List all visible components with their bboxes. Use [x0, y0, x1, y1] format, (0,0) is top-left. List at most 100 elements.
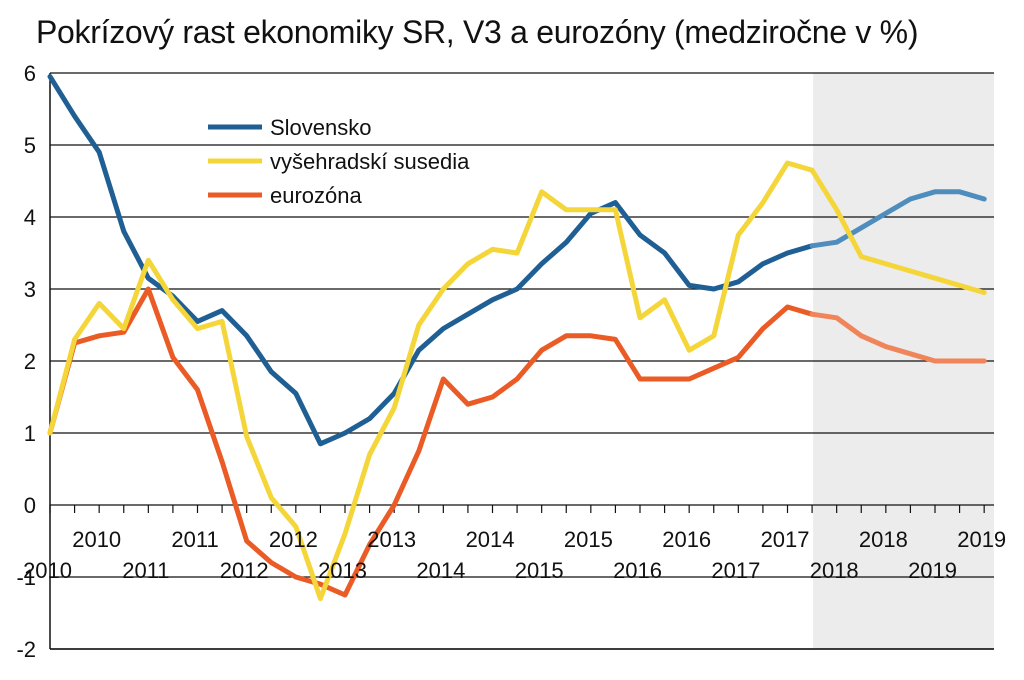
data-point — [416, 348, 421, 353]
data-point — [637, 232, 643, 238]
data-point — [932, 358, 938, 364]
data-point — [883, 344, 889, 349]
x-tick-label-upper: 2014 — [466, 527, 515, 552]
y-tick-label: 0 — [24, 493, 36, 518]
data-point — [981, 290, 987, 295]
data-point — [47, 430, 53, 436]
data-point — [736, 279, 741, 284]
y-tick-label: 6 — [24, 61, 36, 86]
data-point — [613, 207, 618, 212]
data-point — [465, 261, 471, 266]
data-point — [465, 312, 471, 317]
data-point — [391, 391, 397, 396]
data-point — [293, 524, 299, 529]
data-point — [121, 229, 126, 234]
chart-title: Pokrízový rast ekonomiky SR, V3 a eurozó… — [36, 14, 919, 50]
data-point — [514, 250, 520, 256]
x-tick-label-upper: 2019 — [957, 527, 1006, 552]
data-point — [711, 333, 716, 338]
data-point — [785, 160, 790, 166]
x-tick-label-upper: 2017 — [761, 527, 810, 552]
data-point — [809, 312, 815, 317]
data-point — [809, 243, 815, 248]
data-point — [195, 387, 200, 392]
x-tick-label-upper: 2016 — [662, 527, 711, 552]
x-tick-label-upper: 2018 — [859, 527, 908, 552]
data-point — [490, 247, 495, 252]
data-point — [146, 276, 151, 281]
data-point — [490, 297, 495, 302]
data-point — [834, 240, 839, 245]
data-point — [96, 333, 102, 338]
data-point — [883, 261, 889, 266]
x-tick-label-upper: 2015 — [564, 527, 613, 552]
data-point — [293, 574, 299, 580]
series-forecast-line-1 — [809, 167, 987, 296]
y-tick-label: 2 — [24, 349, 36, 374]
data-point — [170, 297, 176, 302]
data-point — [219, 459, 225, 464]
data-point — [981, 196, 987, 202]
data-point — [736, 355, 741, 360]
data-point — [318, 596, 323, 601]
y-tick-label: -2 — [16, 637, 36, 662]
data-point — [809, 168, 815, 173]
data-point — [269, 369, 274, 374]
data-point — [932, 189, 938, 194]
data-point — [711, 366, 716, 371]
data-point — [72, 337, 77, 342]
data-point — [613, 337, 618, 342]
y-tick-label: -1 — [16, 565, 36, 590]
series-forecast-line-0 — [809, 189, 987, 249]
x-tick-label-lower: 2015 — [515, 558, 564, 583]
data-point — [195, 319, 200, 324]
data-point — [490, 394, 495, 400]
data-point — [760, 200, 766, 205]
data-point — [121, 326, 126, 331]
data-point — [908, 351, 913, 356]
data-point — [514, 286, 520, 292]
data-point — [711, 286, 716, 292]
x-tick-label-lower: 2017 — [711, 558, 760, 583]
data-point — [146, 286, 151, 292]
data-point — [367, 416, 372, 421]
data-point — [883, 211, 889, 216]
series-line-0 — [47, 74, 815, 447]
data-point — [195, 326, 200, 331]
x-tick-label-lower: 2013 — [318, 558, 367, 583]
gridlines — [50, 72, 994, 650]
data-point — [957, 189, 962, 194]
data-point — [269, 560, 274, 565]
data-point — [244, 434, 249, 439]
data-point — [637, 376, 643, 382]
data-point — [859, 225, 864, 230]
x-tick-label-upper: 2011 — [171, 527, 218, 552]
data-point — [269, 495, 274, 500]
data-point — [588, 207, 594, 212]
x-tick-label-lower: 2012 — [220, 558, 269, 583]
data-point — [441, 326, 446, 331]
data-point — [342, 531, 348, 536]
data-point — [293, 391, 299, 396]
x-tick-label-upper: 2012 — [269, 527, 318, 552]
data-point — [662, 250, 667, 256]
axes — [49, 73, 994, 650]
data-point — [318, 441, 323, 446]
legend: Slovensko vyšehradskí susedia eurozóna — [208, 115, 470, 208]
x-tick-label-upper: 2010 — [72, 527, 121, 552]
data-point — [219, 319, 225, 324]
data-point — [416, 322, 421, 328]
data-point — [662, 376, 667, 382]
legend-label-1: vyšehradskí susedia — [270, 149, 470, 174]
series-forecast-line-2 — [809, 311, 987, 364]
data-point — [121, 330, 126, 335]
data-point — [981, 358, 987, 364]
data-point — [318, 582, 323, 587]
data-point — [760, 261, 766, 266]
data-point — [441, 286, 446, 292]
data-point — [96, 301, 102, 306]
series-lines — [47, 74, 987, 602]
data-point — [957, 283, 962, 288]
data-point — [564, 207, 569, 212]
